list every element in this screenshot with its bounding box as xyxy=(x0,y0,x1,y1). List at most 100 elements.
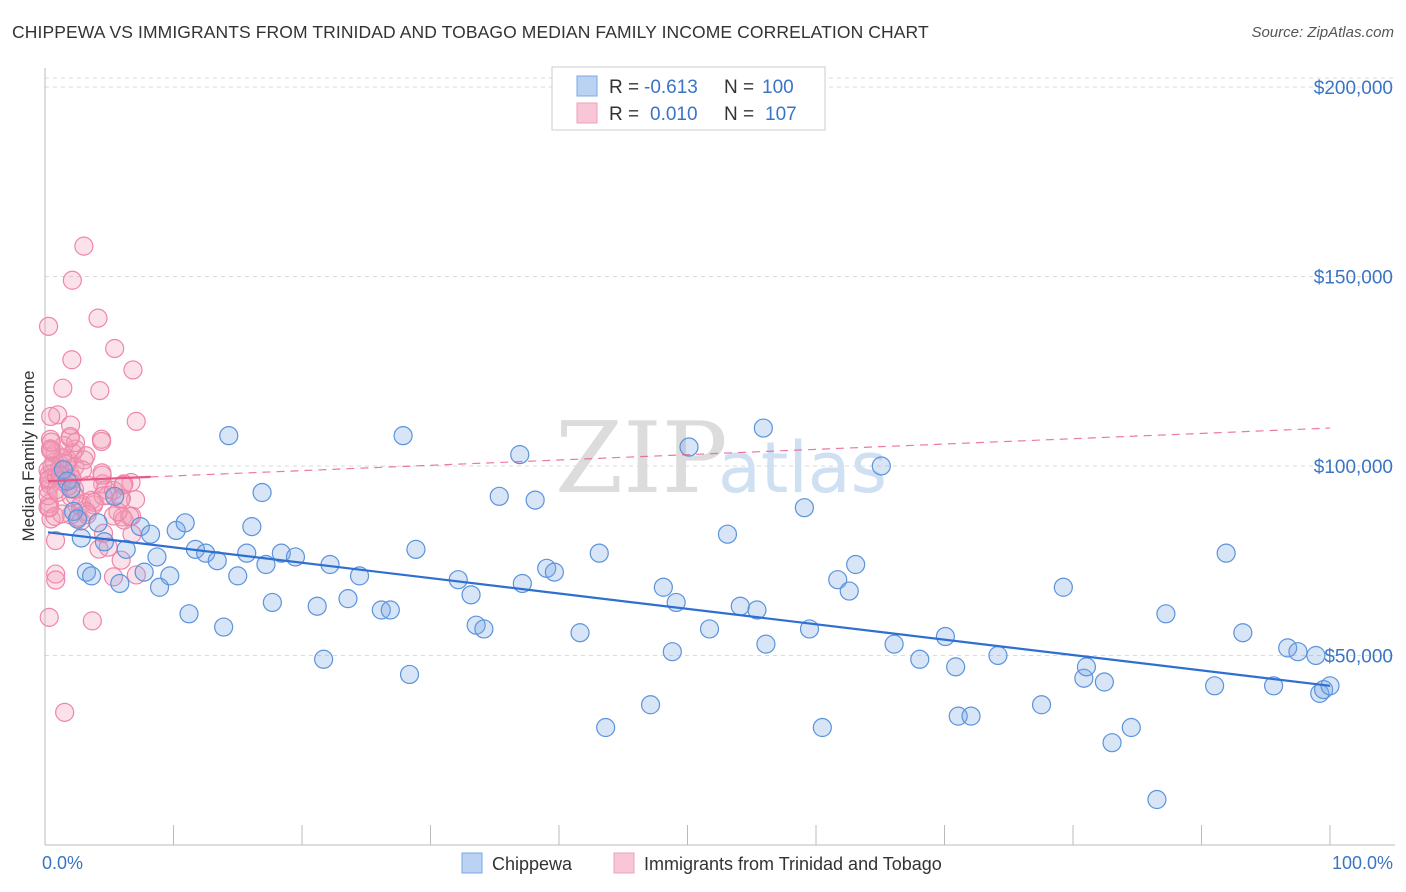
point-chippewa xyxy=(794,498,814,518)
point-immigrants xyxy=(103,480,124,500)
point-chippewa xyxy=(1205,676,1225,696)
point-chippewa xyxy=(871,456,891,476)
point-chippewa xyxy=(105,486,125,506)
trend-lines xyxy=(47,427,1331,687)
point-chippewa xyxy=(252,482,272,503)
point-chippewa xyxy=(116,539,136,559)
point-immigrants xyxy=(45,530,66,551)
chart-title: CHIPPEWA VS IMMIGRANTS FROM TRINIDAD AND… xyxy=(12,22,929,42)
legend-box: R = -0.613 N = 100 R = 0.010 N = 107 xyxy=(551,66,826,131)
point-chippewa xyxy=(910,649,930,669)
point-chippewa xyxy=(242,517,262,537)
point-chippewa xyxy=(175,513,195,533)
point-immigrants xyxy=(105,338,125,359)
y-tick-label: $150,000 xyxy=(1314,267,1393,288)
point-chippewa xyxy=(589,543,609,563)
point-chippewa xyxy=(1053,577,1073,597)
point-chippewa xyxy=(544,562,564,582)
point-chippewa xyxy=(828,570,848,590)
point-immigrants xyxy=(126,565,146,585)
y-axis-tick-labels: $50,000 $100,000 $150,000 $200,000 xyxy=(1314,78,1393,668)
x-tick-label-max: 100.0% xyxy=(1332,853,1393,873)
point-immigrants xyxy=(41,406,61,427)
point-chippewa xyxy=(679,437,699,457)
point-immigrants xyxy=(39,498,59,518)
source-label: Source: ZipAtlas.com xyxy=(1251,24,1394,41)
trend-line-chippewa xyxy=(47,531,1331,687)
series-immigrants-points xyxy=(38,236,146,722)
point-chippewa xyxy=(349,566,370,586)
point-chippewa xyxy=(140,524,161,544)
point-chippewa xyxy=(596,717,616,738)
trend-line-immigrants-solid xyxy=(47,475,151,483)
legend-r-label-chippewa: R = xyxy=(609,77,639,98)
point-chippewa xyxy=(271,543,291,563)
point-chippewa xyxy=(474,619,494,639)
point-immigrants xyxy=(92,465,112,485)
point-chippewa xyxy=(406,539,426,559)
point-chippewa xyxy=(839,581,859,601)
point-immigrants xyxy=(90,381,110,401)
point-chippewa xyxy=(653,577,673,597)
point-chippewa xyxy=(570,623,590,643)
point-chippewa xyxy=(262,592,282,613)
point-chippewa xyxy=(935,626,956,647)
point-chippewa xyxy=(110,573,130,594)
point-chippewa xyxy=(314,649,334,669)
point-chippewa xyxy=(228,566,248,586)
point-chippewa xyxy=(747,600,767,620)
point-chippewa xyxy=(640,695,661,715)
point-chippewa xyxy=(1094,672,1114,692)
point-immigrants xyxy=(39,607,59,627)
point-chippewa xyxy=(753,418,773,438)
y-tick-label: $100,000 xyxy=(1314,457,1393,478)
point-chippewa xyxy=(237,543,257,563)
point-chippewa xyxy=(1216,543,1236,563)
point-chippewa xyxy=(1263,676,1284,696)
point-chippewa xyxy=(699,619,720,639)
watermark-atlas: atlas xyxy=(718,427,887,509)
legend-n-value-immigrants: 107 xyxy=(765,104,797,125)
point-immigrants xyxy=(126,411,146,431)
point-immigrants xyxy=(55,702,75,722)
point-chippewa xyxy=(1121,717,1141,738)
bottom-legend-swatch-chippewa xyxy=(461,852,483,874)
point-chippewa xyxy=(219,426,239,446)
legend-n-value-chippewa: 100 xyxy=(762,77,794,98)
point-chippewa xyxy=(134,562,154,582)
point-chippewa xyxy=(1156,604,1176,624)
point-chippewa xyxy=(380,600,400,620)
legend-r-value-immigrants: 0.010 xyxy=(650,104,698,125)
point-chippewa xyxy=(1076,657,1097,677)
point-chippewa xyxy=(61,479,81,499)
bottom-legend: Chippewa Immigrants from Trinidad and To… xyxy=(461,852,942,874)
legend-n-label-immigrants: N = xyxy=(724,104,754,125)
legend-r-label-immigrants: R = xyxy=(609,104,639,125)
point-chippewa xyxy=(961,706,981,726)
legend-swatch-chippewa xyxy=(576,75,598,97)
point-immigrants xyxy=(53,378,73,398)
point-immigrants xyxy=(88,308,108,328)
point-chippewa xyxy=(1306,645,1326,666)
x-axis-ticks xyxy=(44,825,1331,845)
bottom-legend-label-chippewa: Chippewa xyxy=(492,854,573,874)
x-tick-label-min: 0.0% xyxy=(42,853,83,873)
point-chippewa xyxy=(207,551,227,571)
point-chippewa xyxy=(76,562,97,582)
point-chippewa xyxy=(88,513,108,533)
point-immigrants xyxy=(48,405,68,425)
point-chippewa xyxy=(846,554,866,575)
point-chippewa xyxy=(53,460,73,480)
point-immigrants xyxy=(123,360,143,380)
point-immigrants xyxy=(41,432,61,452)
point-chippewa xyxy=(730,596,750,616)
point-chippewa xyxy=(94,532,115,552)
point-chippewa xyxy=(307,596,327,616)
point-immigrants xyxy=(38,316,59,336)
point-immigrants xyxy=(74,236,94,256)
y-tick-label: $50,000 xyxy=(1324,646,1393,667)
point-chippewa xyxy=(1288,642,1308,662)
watermark: ZIP atlas xyxy=(555,402,887,516)
bottom-legend-label-immigrants: Immigrants from Trinidad and Tobago xyxy=(644,854,942,874)
legend-swatch-immigrants xyxy=(576,102,598,124)
